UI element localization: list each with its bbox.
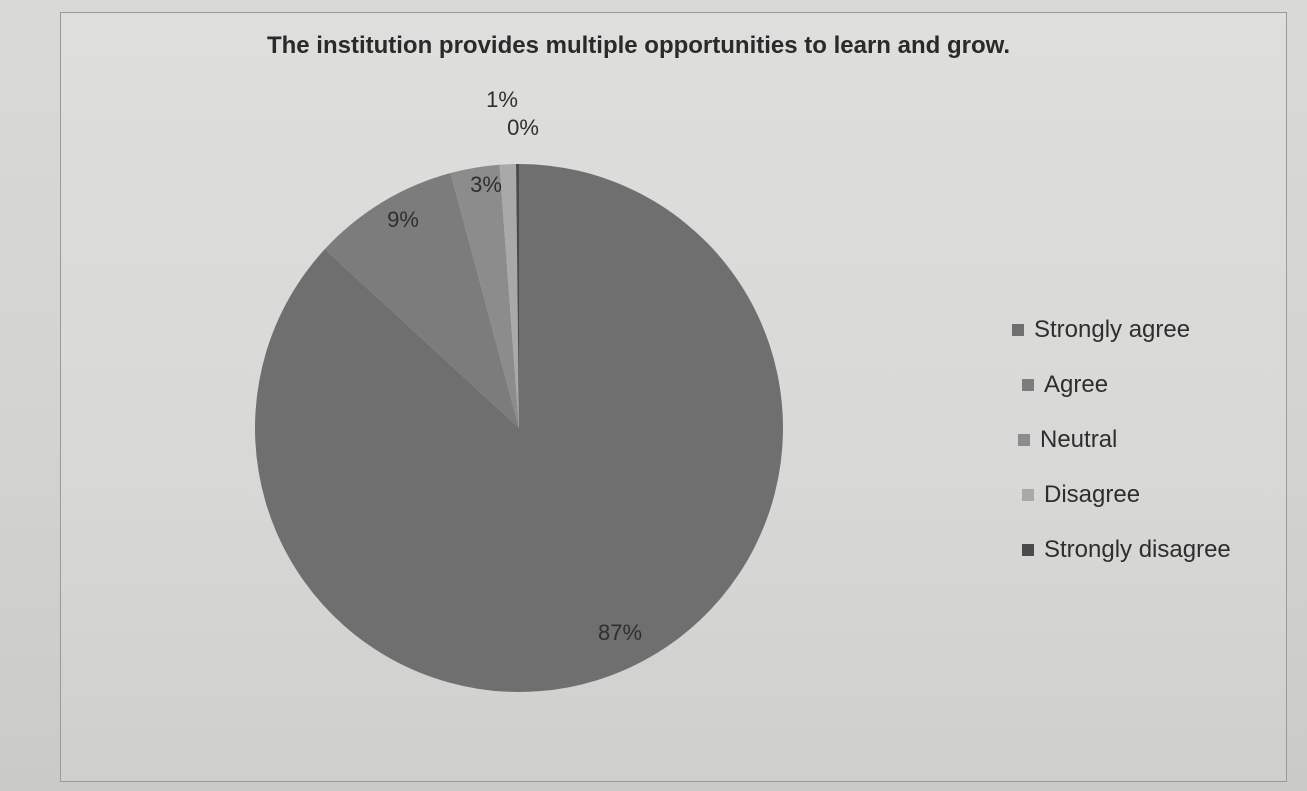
legend-swatch <box>1022 378 1034 391</box>
legend-swatch <box>1018 433 1030 446</box>
data-label-agree: 9% <box>387 207 419 232</box>
data-label-strongly-agree: 87% <box>598 620 642 645</box>
pie-slice-strongly-agree <box>254 164 783 693</box>
data-label-disagree: 1% <box>486 87 518 112</box>
legend-item-agree: Agree <box>1012 357 1231 412</box>
legend-swatch <box>1022 543 1034 556</box>
legend-swatch <box>1012 323 1024 336</box>
pie-slice-agree <box>324 173 519 428</box>
chart-title: The institution provides multiple opport… <box>266 32 1011 59</box>
legend: Strongly agree Agree Neutral Disagree St… <box>1012 302 1231 577</box>
legend-label: Disagree <box>1044 480 1141 508</box>
data-label-neutral: 3% <box>470 172 502 197</box>
legend-label: Strongly disagree <box>1044 535 1231 563</box>
legend-item-strongly-agree: Strongly agree <box>1012 302 1231 357</box>
legend-item-neutral: Neutral <box>1012 412 1231 467</box>
legend-swatch <box>1022 488 1034 501</box>
pie-slice-strongly-disagree <box>516 164 519 428</box>
pie-slice-disagree <box>499 164 519 428</box>
legend-label: Agree <box>1044 370 1109 398</box>
legend-label: Strongly agree <box>1034 315 1191 343</box>
legend-item-disagree: Disagree <box>1012 467 1231 522</box>
data-label-strongly-disagree: 0% <box>507 115 539 140</box>
pie-slice-neutral <box>450 164 519 429</box>
legend-item-strongly-disagree: Strongly disagree <box>1012 522 1231 577</box>
legend-label: Neutral <box>1040 425 1118 453</box>
